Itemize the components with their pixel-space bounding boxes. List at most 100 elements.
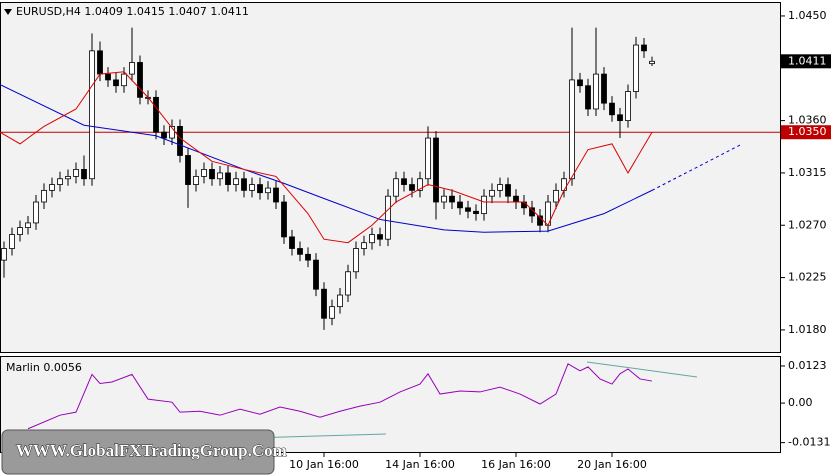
level-label: 1.0350: [788, 125, 827, 138]
candle-body: [233, 178, 239, 185]
watermark: WWW.GlobalFXTradingGroup.Com: [16, 441, 287, 460]
candle-body: [97, 50, 103, 75]
candle-body: [57, 178, 63, 185]
candle-body: [361, 242, 367, 249]
candle-body: [633, 44, 639, 92]
candle-body: [329, 306, 335, 319]
candle-body: [73, 169, 79, 177]
moving-average: [0, 84, 653, 233]
chart-title: EURUSD,H4 1.0409 1.0415 1.0407 1.0411: [16, 5, 249, 18]
level-label-box: [781, 125, 831, 140]
y-tick-label: 1.0315: [788, 166, 827, 179]
candle-body: [505, 184, 511, 197]
candle-body: [25, 222, 31, 228]
divergence-line: [586, 361, 698, 378]
candle-body: [569, 79, 575, 180]
candle-body: [433, 137, 439, 203]
candle-body: [257, 184, 263, 194]
candle-body: [289, 236, 295, 249]
candle-body: [649, 60, 655, 65]
candle-body: [113, 79, 119, 87]
candle-body: [265, 187, 271, 194]
candle-body: [161, 131, 167, 139]
candle-body: [121, 73, 127, 87]
menu-icon: [4, 9, 12, 15]
candle-body: [337, 294, 343, 308]
candle-body: [153, 96, 159, 133]
candle-body: [345, 271, 351, 296]
candle-body: [609, 102, 615, 116]
candle-body: [577, 79, 583, 87]
candle-body: [305, 253, 311, 261]
candle-body: [321, 288, 327, 319]
candle-body: [353, 248, 359, 273]
candle-body: [81, 169, 87, 180]
candle-body: [561, 178, 567, 191]
candle-body: [89, 50, 95, 180]
candle-body: [33, 201, 39, 224]
moving-average: [651, 144, 741, 191]
candle-body: [185, 155, 191, 185]
candle-body: [521, 201, 527, 209]
plot: 1.0450 1.0360 1.0315 1.0270 1.0225 1.0180 1.03…: [0, 9, 831, 471]
candle-body: [225, 172, 231, 185]
y-tick-label: -0.0131: [788, 436, 830, 449]
candle-body: [497, 184, 503, 191]
candle-body: [209, 169, 215, 180]
candle-body: [625, 91, 631, 122]
candle-body: [217, 172, 223, 180]
x-tick-label: 10 Jan 16:00: [289, 458, 359, 471]
candle-body: [449, 195, 455, 203]
candle-body: [65, 176, 71, 180]
candle-body: [137, 62, 143, 98]
candle-body: [441, 195, 447, 203]
candle-body: [481, 195, 487, 215]
y-tick-label: 1.0180: [788, 323, 827, 336]
y-tick-label: 0.00: [788, 396, 813, 409]
candle-body: [465, 207, 471, 212]
candle-body: [553, 189, 559, 203]
x-tick-label: 14 Jan 16:00: [385, 458, 455, 471]
candle-body: [585, 85, 591, 110]
candle-body: [593, 73, 599, 110]
candle-body: [177, 126, 183, 156]
candle-body: [193, 176, 199, 185]
watermark-box: [1, 429, 275, 475]
candle-body: [105, 73, 111, 81]
candle-body: [641, 44, 647, 52]
indicator-title: Marlin 0.0056: [6, 361, 82, 374]
candle-body: [129, 62, 135, 75]
candle-body: [457, 201, 463, 209]
last-price-label: 1.0411: [788, 54, 827, 67]
x-tick-label: 20 Jan 16:00: [577, 458, 647, 471]
y-tick-label: 1.0225: [788, 271, 827, 284]
candle-body: [409, 184, 415, 191]
candle-body: [9, 234, 15, 249]
candle-body: [473, 210, 479, 215]
candle-body: [169, 126, 175, 139]
candle-body: [201, 169, 207, 177]
candle-body: [369, 234, 375, 244]
y-tick-label: 1.0360: [788, 114, 827, 127]
candle-body: [513, 195, 519, 203]
y-tick-label: 1.0450: [788, 9, 827, 22]
candle-body: [377, 234, 383, 240]
candle-body: [17, 227, 23, 235]
y-tick-label: 0.0123: [788, 359, 827, 372]
indicator-line: [27, 363, 653, 430]
candle-body: [601, 73, 607, 104]
candle-body: [1, 248, 7, 261]
candle-body: [617, 114, 623, 122]
last-price-box: [781, 54, 831, 69]
candle-body: [241, 178, 247, 191]
candle-body: [313, 259, 319, 290]
candle-body: [273, 187, 279, 203]
x-tick-label: 16 Jan 16:00: [481, 458, 551, 471]
main-panel: [0, 2, 781, 353]
candle-body: [41, 189, 47, 203]
candle-body: [385, 195, 391, 240]
candle-body: [425, 137, 431, 180]
candle-body: [417, 178, 423, 191]
candle-body: [249, 184, 255, 191]
